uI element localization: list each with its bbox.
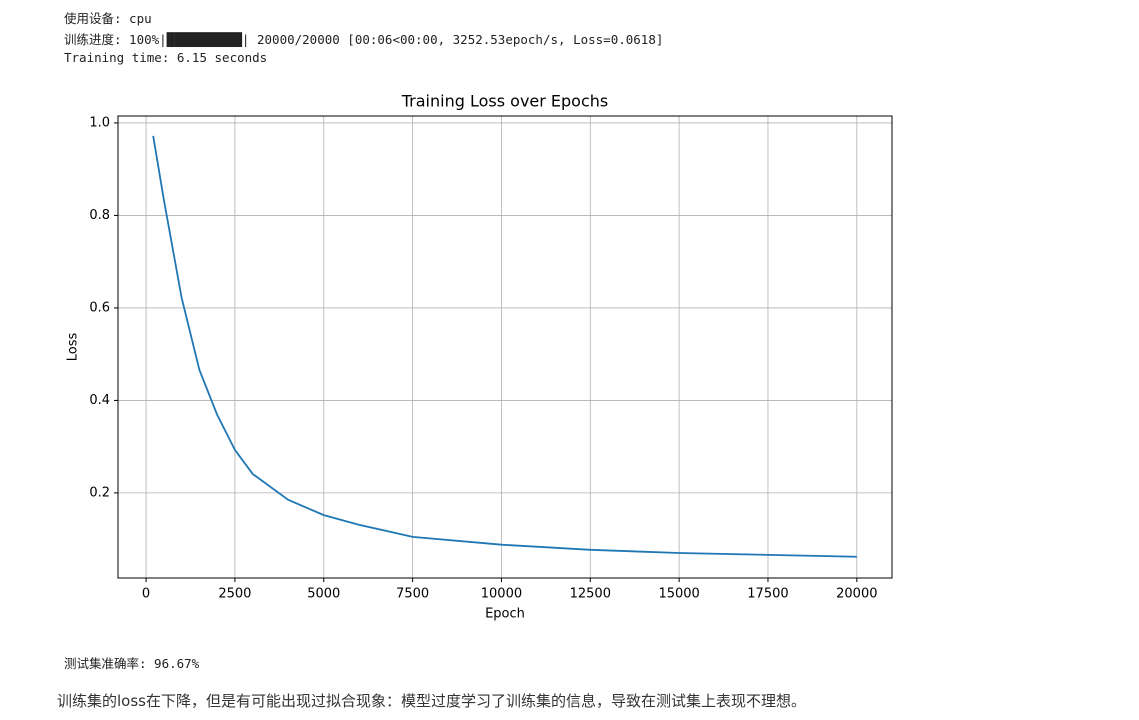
y-tick-label: 0.8: [89, 208, 110, 223]
output-line: 使用设备: cpu: [64, 11, 152, 26]
x-tick-label: 17500: [747, 587, 788, 602]
x-tick-label: 7500: [396, 587, 429, 602]
y-tick-label: 1.0: [89, 115, 110, 130]
chart: Training Loss over Epochs Epoch Loss 0 25…: [66, 92, 893, 622]
accuracy-output: 测试集准确率: 96.67%: [64, 656, 200, 671]
chart-title: Training Loss over Epochs: [401, 92, 609, 111]
plot-frame: [117, 115, 893, 579]
x-tick-label: 2500: [218, 587, 251, 602]
loss-line: [152, 135, 857, 558]
markdown-note: 训练集的loss在下降，但是有可能出现过拟合现象：模型过度学习了训练集的信息，导…: [57, 692, 806, 710]
y-tick-label: 0.6: [89, 300, 110, 315]
y-axis-label: Loss: [66, 333, 81, 362]
x-axis-label: Epoch: [485, 607, 525, 622]
x-tick-label: 0: [142, 587, 150, 602]
y-tick-label: 0.2: [89, 485, 110, 500]
x-tick-label: 5000: [307, 587, 340, 602]
x-tick-label: 10000: [481, 587, 522, 602]
output-line: Training time: 6.15 seconds: [64, 50, 268, 65]
x-tick-label: 20000: [836, 587, 877, 602]
x-tick-label: 12500: [570, 587, 611, 602]
x-tick-label: 15000: [658, 587, 699, 602]
output-line: 训练进度: 100%|██████████| 20000/20000 [00:0…: [64, 32, 664, 47]
y-tick-label: 0.4: [89, 393, 110, 408]
